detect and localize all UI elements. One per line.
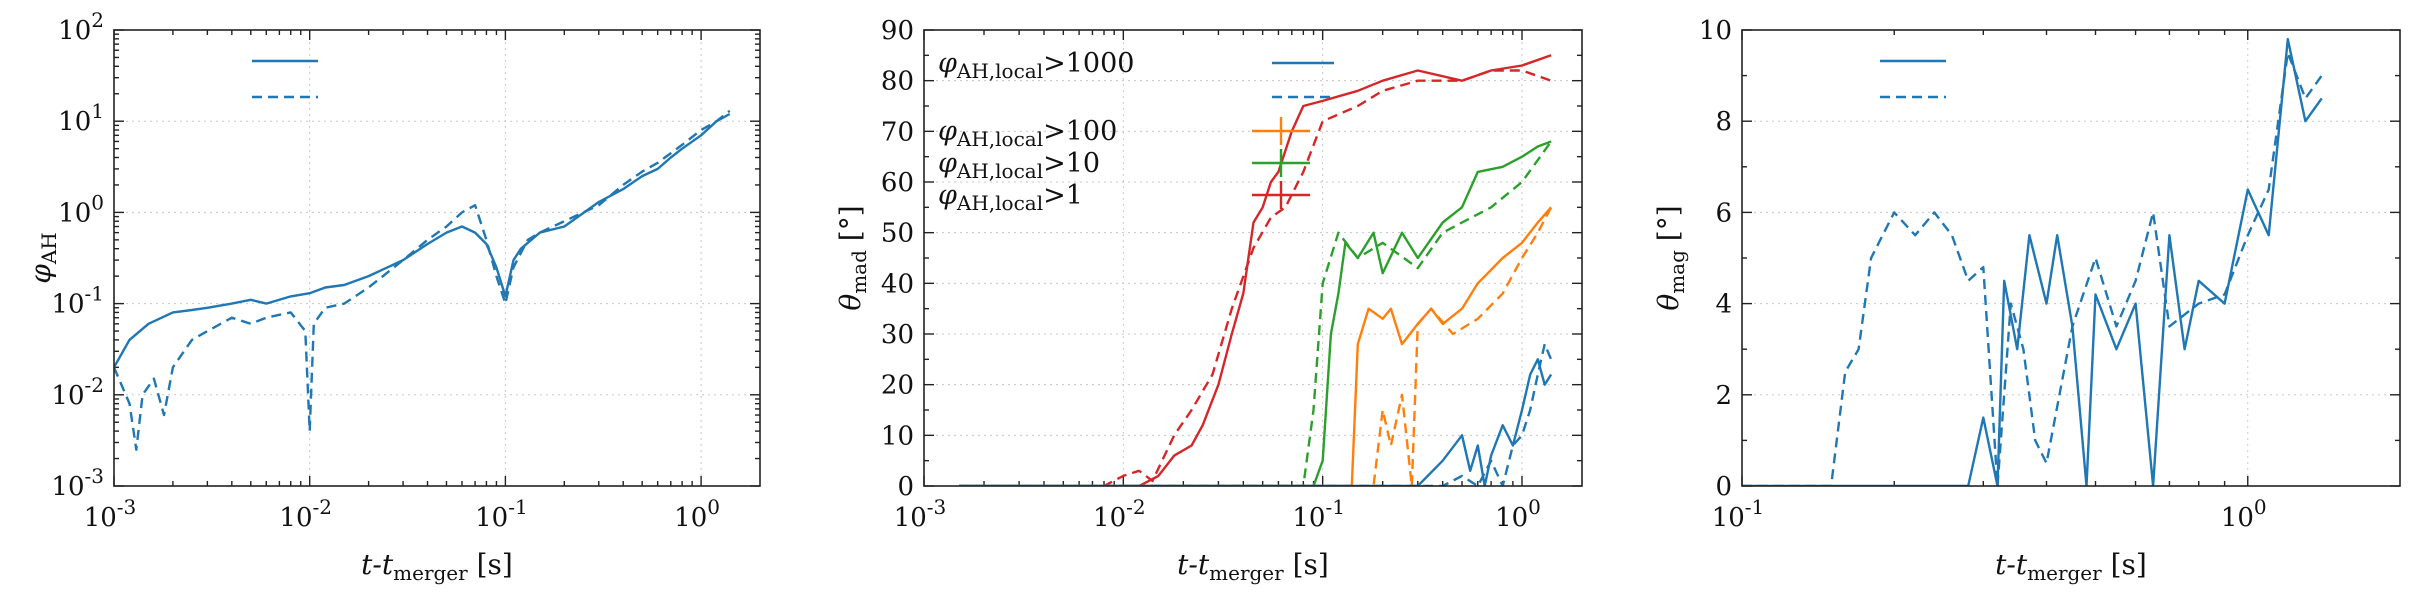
x-tick-label: 10-1 — [475, 495, 528, 533]
series-line-b-4 — [959, 206, 1553, 486]
x-tick-label: 100 — [2221, 495, 2267, 533]
x-tick-label: 10-2 — [279, 495, 332, 533]
series-line-b-5 — [959, 206, 1553, 486]
legend-threshold-label: φAH,local>10 — [938, 148, 1100, 183]
y-tick-label: 2 — [1715, 381, 1732, 411]
x-tick-label: 10-3 — [84, 495, 137, 533]
x-axis-label: t-tmerger [s] — [1995, 548, 2147, 585]
x-tick-label: 10-3 — [894, 495, 947, 533]
y-tick-label: 10-3 — [51, 464, 104, 502]
y-tick-label: 90 — [881, 16, 914, 46]
y-tick-label: 0 — [1715, 472, 1732, 502]
y-tick-label: 80 — [881, 67, 914, 97]
y-axis-label: θmad [°] — [834, 205, 871, 310]
x-tick-label: 10-2 — [1093, 495, 1146, 533]
plot-frame — [923, 29, 1583, 487]
y-tick-label: 10 — [1699, 16, 1732, 46]
y-tick-label: 4 — [1715, 290, 1732, 320]
y-tick-label: 20 — [881, 371, 914, 401]
x-tick-label: 10-1 — [1712, 495, 1765, 533]
x-axis-label: t-tmerger [s] — [361, 548, 513, 585]
y-tick-label: 60 — [881, 168, 914, 198]
series-line-c-0 — [1742, 37, 2323, 486]
plot-frame — [1741, 29, 2401, 487]
panel-b: 10-3 10-2 10-1 100 0 10 20 30 40 50 60 70 80 90 φAH,lo… — [881, 16, 1583, 533]
y-tick-label: 6 — [1715, 198, 1732, 228]
legend-threshold-label: φAH,local>1000 — [938, 48, 1134, 83]
series-line-a-1 — [114, 109, 731, 451]
plot-frame — [113, 29, 761, 487]
x-tick-label: 100 — [1495, 495, 1541, 533]
y-tick-label: 8 — [1715, 107, 1732, 137]
series-line-b-7 — [959, 342, 1553, 486]
y-tick-label: 0 — [897, 472, 914, 502]
legend-threshold-label: φAH,local>1 — [938, 180, 1083, 215]
series-line-a-0 — [114, 112, 731, 368]
panel-c: 10-1 100 0 2 4 6 8 10 — [1699, 16, 2401, 533]
y-tick-label: 10 — [881, 421, 914, 451]
y-axis-label: θmag [°] — [1652, 205, 1689, 310]
y-axis-label: φAH — [24, 232, 61, 284]
series-line-b-6 — [959, 358, 1553, 486]
series-line-b-2 — [959, 140, 1552, 486]
panel-a: 10-3 10-2 10-1 100 10-3 10-2 10-1 100 101 102 — [51, 8, 761, 533]
series-line-b-0 — [959, 54, 1552, 486]
x-tick-label: 10-1 — [1292, 495, 1345, 533]
y-tick-label: 100 — [58, 190, 104, 228]
y-tick-label: 102 — [58, 8, 104, 46]
x-axis-label: t-tmerger [s] — [1177, 548, 1329, 585]
y-tick-label: 70 — [881, 117, 914, 147]
y-tick-label: 10-1 — [51, 282, 104, 320]
y-tick-label: 101 — [58, 99, 104, 137]
series-line-b-3 — [959, 140, 1553, 486]
y-tick-label: 30 — [881, 320, 914, 350]
y-tick-label: 10-2 — [51, 373, 104, 411]
x-tick-label: 100 — [674, 495, 720, 533]
legend-threshold-label: φAH,local>100 — [938, 116, 1117, 151]
y-tick-label: 40 — [881, 269, 914, 299]
series-line-c-1 — [1742, 51, 2323, 486]
y-tick-label: 50 — [881, 219, 914, 249]
